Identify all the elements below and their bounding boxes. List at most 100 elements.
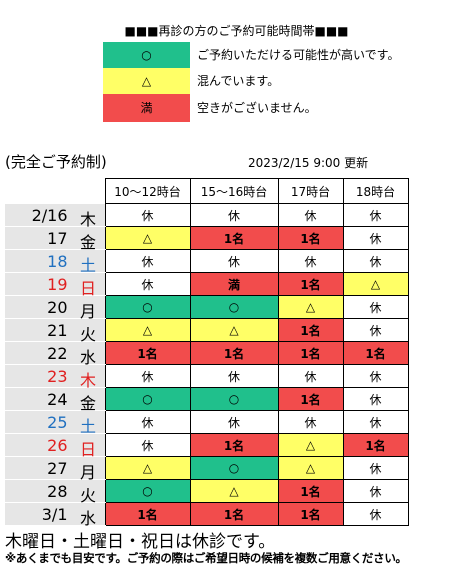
row: 2/16 木休休休休 [5, 203, 409, 229]
weekday: 日 [80, 279, 97, 298]
date-cell: 21 火 [5, 318, 105, 344]
slot-cell: 1名 [277, 341, 344, 365]
slot-cell: 休 [342, 479, 409, 503]
slot-cell: 休 [104, 433, 191, 457]
column-header: 17時台 [277, 178, 344, 204]
slot-cell: ○ [189, 456, 279, 480]
slot-cell: 休 [342, 249, 409, 273]
weekday: 金 [80, 394, 97, 413]
weekday: 月 [80, 463, 97, 482]
schedule-table: 10〜12時台 15〜16時台 17時台 18時台 2/16 木休休休休 17 金 △ 1名 1名休… [5, 178, 409, 528]
slot-cell: 1名 [277, 387, 344, 411]
date: 18 [47, 252, 68, 271]
date: 21 [47, 321, 68, 340]
slot-cell: 1名 [277, 226, 344, 250]
date: 3/1 [41, 505, 68, 524]
column-header: 18時台 [342, 178, 409, 204]
slot-cell: 休 [342, 387, 409, 411]
date-cell: 20 月 [5, 295, 105, 321]
date: 25 [47, 413, 68, 432]
slot-cell: 休 [342, 456, 409, 480]
date-cell: 2/16 木 [5, 203, 105, 229]
slot-cell: 1名 [277, 479, 344, 503]
column-header: 15〜16時台 [189, 178, 279, 204]
slot-cell: 休 [277, 203, 344, 227]
legend-swatch: 満 [103, 94, 190, 122]
date: 19 [47, 275, 68, 294]
date-cell: 18 土 [5, 249, 105, 275]
date: 2/16 [31, 205, 68, 225]
slot-cell: 1名 [277, 318, 344, 342]
row: 22 水 1名 1名 1名 1名 [5, 341, 409, 367]
slot-cell: 満 [189, 272, 279, 296]
date-cell: 25 土 [5, 410, 105, 436]
slot-cell: 休 [104, 203, 191, 227]
slot-cell: 休 [342, 502, 409, 526]
slot-cell: △ [342, 272, 409, 296]
legend-text: 混んでいます。 [197, 74, 280, 88]
weekday: 水 [80, 348, 97, 367]
legend-text: ご予約いただける可能性が高いです。 [197, 48, 400, 62]
slot-cell: 休 [342, 410, 409, 434]
slot-cell: 休 [342, 318, 409, 342]
slot-cell: △ [277, 456, 344, 480]
date: 28 [47, 482, 68, 501]
header-row: 10〜12時台 15〜16時台 17時台 18時台 [5, 178, 409, 204]
slot-cell: △ [104, 456, 191, 480]
row: 24 金 ○ ○ 1名休 [5, 387, 409, 413]
weekday: 木 [80, 371, 97, 390]
slot-cell: 休 [104, 364, 191, 388]
slot-cell: 休 [104, 410, 191, 434]
date-cell: 3/1 水 [5, 502, 105, 528]
date: 17 [47, 229, 68, 248]
date: 23 [47, 367, 68, 386]
slot-cell: ○ [189, 295, 279, 319]
column-header: 10〜12時台 [104, 178, 191, 204]
weekday: 月 [80, 302, 97, 321]
date: 27 [47, 459, 68, 478]
slot-cell: 休 [277, 364, 344, 388]
slot-cell: ○ [189, 387, 279, 411]
row: 18 土休休休休 [5, 249, 409, 275]
weekday: 金 [80, 233, 97, 252]
slot-cell: 休 [342, 226, 409, 250]
slot-cell: △ [104, 226, 191, 250]
date: 22 [47, 344, 68, 363]
date: 26 [47, 436, 68, 455]
slot-cell: 1名 [277, 272, 344, 296]
slot-cell: 休 [104, 249, 191, 273]
row: 20 月 ○ ○ △ 休 [5, 295, 409, 321]
slot-cell: 休 [277, 249, 344, 273]
slot-cell: 休 [277, 410, 344, 434]
slot-cell: ○ [104, 387, 191, 411]
date-cell: 28 火 [5, 479, 105, 505]
corner [5, 178, 105, 204]
date-cell: 24 金 [5, 387, 105, 413]
footer-main: 木曜日・土曜日・祝日は休診です。 [5, 532, 276, 552]
slot-cell: 休 [342, 364, 409, 388]
slot-cell: 1名 [104, 341, 191, 365]
slot-cell: △ [277, 295, 344, 319]
weekday: 水 [80, 509, 97, 528]
date-cell: 26 日 [5, 433, 105, 459]
row: 17 金 △ 1名 1名休 [5, 226, 409, 252]
slot-cell: 1名 [277, 502, 344, 526]
note: (完全ご予約制) [5, 153, 107, 171]
slot-cell: 休 [189, 410, 279, 434]
slot-cell: 1名 [189, 433, 279, 457]
date-cell: 27 月 [5, 456, 105, 482]
row: 28 火 ○ △ 1名休 [5, 479, 409, 505]
slot-cell: 休 [189, 203, 279, 227]
slot-cell: 休 [104, 272, 191, 296]
row: 23 木休休休休 [5, 364, 409, 390]
date-cell: 22 水 [5, 341, 105, 367]
date-cell: 23 木 [5, 364, 105, 390]
row: 21 火 △ △ 1名休 [5, 318, 409, 344]
legend-swatch: ○ [103, 42, 190, 68]
slot-cell: ○ [104, 295, 191, 319]
slot-cell: 1名 [342, 433, 409, 457]
slot-cell: △ [104, 318, 191, 342]
row: 26 日休 1名 △ 1名 [5, 433, 409, 459]
legend-title: ■■■再診の方のご予約可能時間帯■■■ [124, 24, 349, 38]
